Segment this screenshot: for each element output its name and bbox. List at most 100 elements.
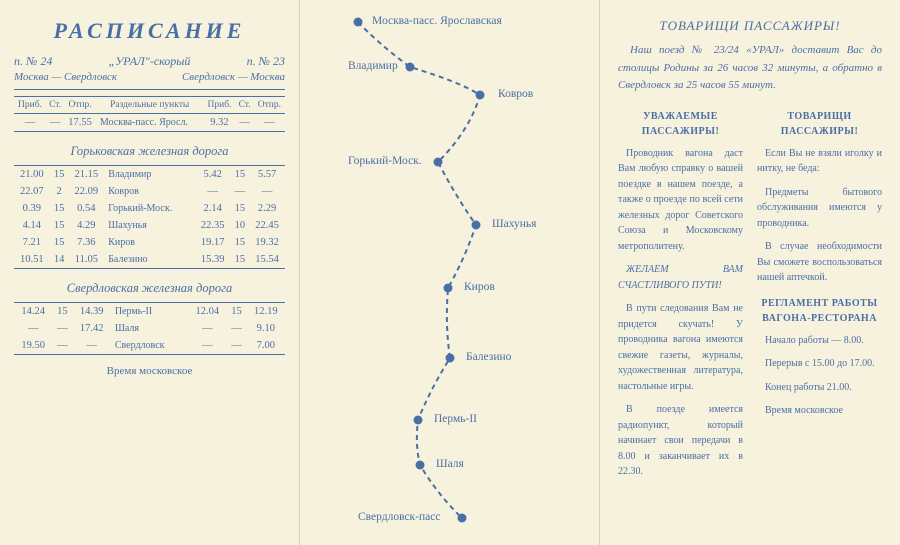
cell: 9.32 — [204, 114, 236, 132]
cell: 22.09 — [68, 183, 104, 200]
info-col-1: УВАЖАЕМЫЕ ПАССАЖИРЫ! Проводник вагона да… — [618, 109, 743, 488]
h-dep23: Отпр. — [254, 97, 285, 114]
section-sverdlovsk: Свердловская железная дорога — [14, 281, 285, 296]
table-row: 21.001521.15Владимир5.42155.57 — [14, 166, 285, 184]
h-station: Раздельные пункты — [96, 97, 204, 114]
station-dot — [458, 514, 467, 523]
h-stop24: Ст. — [46, 97, 64, 114]
cell: 15 — [230, 166, 249, 184]
route-line — [358, 22, 480, 518]
info-col-2: ТОВАРИЩИ ПАССАЖИРЫ! Если Вы не взяли иго… — [757, 109, 882, 488]
col1-p1: Проводник вагона даст Вам любую справку … — [618, 146, 743, 255]
cell: 15 — [50, 200, 69, 217]
station-dot — [406, 63, 415, 72]
table-row: 19.50——Свердловск——7.00 — [14, 337, 285, 355]
cell: — — [14, 114, 46, 132]
train-24: п. № 24 — [14, 54, 52, 69]
col2-header2: РЕГЛАМЕНТ РАБОТЫ ВАГОНА-РЕСТОРАНА — [757, 296, 882, 327]
route-23: Свердловск — Москва — [182, 71, 285, 83]
routes-row: Москва — Свердловск Свердловск — Москва — [14, 71, 285, 90]
info-header: ТОВАРИЩИ ПАССАЖИРЫ! — [618, 18, 882, 34]
station-label: Свердловск-пасс — [358, 511, 440, 523]
cell: 15.39 — [195, 251, 231, 269]
section-gorky: Горьковская железная дорога — [14, 144, 285, 159]
cell-station: Балезино — [104, 251, 195, 269]
table-row: 4.14154.29Шахунья22.351022.45 — [14, 217, 285, 234]
train-numbers-row: п. № 24 „УРАЛ"-скорый п. № 23 — [14, 54, 285, 69]
route-24: Москва — Свердловск — [14, 71, 117, 83]
table-row: ——17.42Шаля——9.10 — [14, 320, 285, 337]
cell: 19.17 — [195, 234, 231, 251]
cell-station: Горький-Моск. — [104, 200, 195, 217]
route-map-panel: Москва-пасс. ЯрославскаяВладимирКовровГо… — [300, 0, 600, 545]
col2-p5: Перерыв с 15.00 до 17.00. — [757, 356, 882, 372]
cell: 21.00 — [14, 166, 50, 184]
col1-header: УВАЖАЕМЫЕ ПАССАЖИРЫ! — [618, 109, 743, 140]
cell-station: Ковров — [104, 183, 195, 200]
cell: 12.19 — [247, 303, 285, 321]
cell-station: Киров — [104, 234, 195, 251]
cell: 11.05 — [68, 251, 104, 269]
station-dot — [444, 284, 453, 293]
cell: 12.04 — [188, 303, 226, 321]
cell: — — [72, 337, 110, 355]
moscow-time-note: Время московское — [14, 365, 285, 377]
cell: 15 — [230, 234, 249, 251]
cell: 5.42 — [195, 166, 231, 184]
cell: — — [46, 114, 64, 132]
cell: 2.29 — [249, 200, 285, 217]
h-dep24: Отпр. — [64, 97, 96, 114]
train-23: п. № 23 — [247, 54, 285, 69]
cell: 15 — [50, 234, 69, 251]
station-dot — [434, 158, 443, 167]
cell-station: Шаля — [111, 320, 188, 337]
cell: 14.24 — [14, 303, 52, 321]
station-label: Киров — [464, 281, 495, 293]
station-label: Пермь-II — [434, 413, 477, 425]
station-label: Шахунья — [492, 218, 536, 230]
cell-station: Пермь-II — [111, 303, 188, 321]
cell-station: Шахунья — [104, 217, 195, 234]
info-columns: УВАЖАЕМЫЕ ПАССАЖИРЫ! Проводник вагона да… — [618, 109, 882, 488]
cell: 15 — [230, 251, 249, 269]
station-label: Москва-пасс. Ярославская — [372, 15, 502, 27]
cell: — — [188, 320, 226, 337]
col1-p2: В пути следования Вам не придется скучат… — [618, 301, 743, 394]
cell: — — [249, 183, 285, 200]
h-arr23: Приб. — [204, 97, 236, 114]
cell: 7.21 — [14, 234, 50, 251]
cell: 19.32 — [249, 234, 285, 251]
h-arr24: Приб. — [14, 97, 46, 114]
cell: — — [254, 114, 285, 132]
cell: — — [226, 320, 246, 337]
cell: — — [235, 114, 253, 132]
schedule-panel: РАСПИСАНИЕ п. № 24 „УРАЛ"-скорый п. № 23… — [0, 0, 300, 545]
cell: 19.50 — [14, 337, 52, 355]
cell: 15 — [226, 303, 246, 321]
table-row: 14.241514.39Пермь-II12.041512.19 — [14, 303, 285, 321]
cell: 4.14 — [14, 217, 50, 234]
cell: — — [14, 320, 52, 337]
station-dot — [446, 354, 455, 363]
table-sverdlovsk: 14.241514.39Пермь-II12.041512.19——17.42Ш… — [14, 302, 285, 355]
station-dot — [472, 221, 481, 230]
cell: 10.51 — [14, 251, 50, 269]
cell: 15 — [52, 303, 72, 321]
cell: 10 — [230, 217, 249, 234]
col1-wish: ЖЕЛАЕМ ВАМ СЧАСТЛИВОГО ПУТИ! — [618, 262, 743, 293]
table-row: 10.511411.05Балезино15.391515.54 — [14, 251, 285, 269]
row-moscow: — — 17.55 Москва-пасс. Яросл. 9.32 — — — [14, 114, 285, 132]
col2-p3: В случае необходимости Вы сможете воспол… — [757, 239, 882, 286]
cell-station: Москва-пасс. Яросл. — [96, 114, 204, 132]
station-dot — [354, 18, 363, 27]
cell: 17.42 — [72, 320, 110, 337]
station-label: Ковров — [498, 88, 533, 100]
cell-station: Свердловск — [111, 337, 188, 355]
info-panel: ТОВАРИЩИ ПАССАЖИРЫ! Наш поезд № 23/24 «У… — [600, 0, 900, 545]
table-row: 7.21157.36Киров19.171519.32 — [14, 234, 285, 251]
cell: 15 — [50, 217, 69, 234]
cell: 14 — [50, 251, 69, 269]
h-stop23: Ст. — [235, 97, 253, 114]
station-dot — [416, 461, 425, 470]
cell: — — [52, 320, 72, 337]
